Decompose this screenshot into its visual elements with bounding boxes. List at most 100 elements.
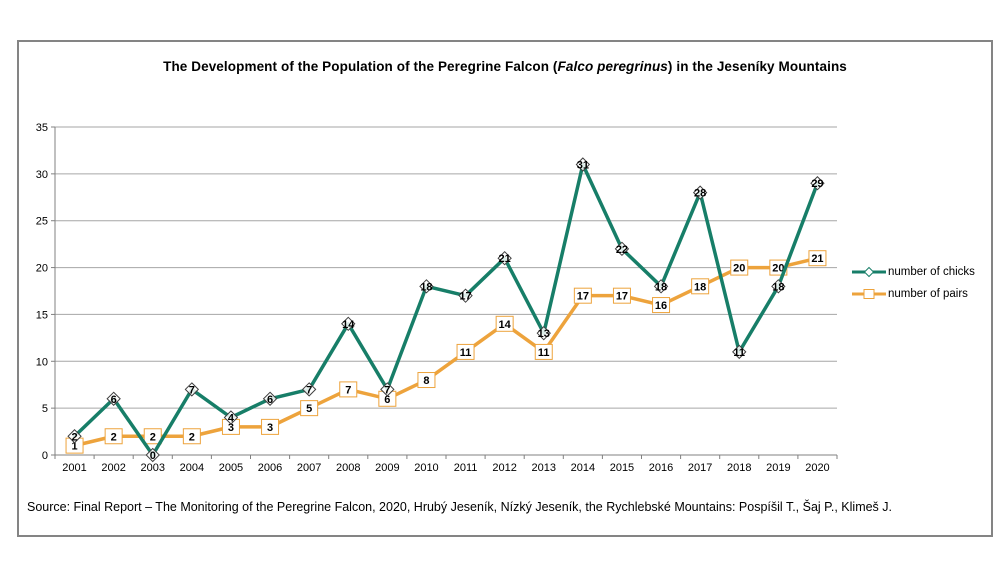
chicks-marker (810, 176, 825, 191)
y-tick-label: 25 (36, 216, 48, 228)
pairs-data-label: 17 (577, 291, 589, 303)
x-tick-label: 2018 (727, 462, 751, 474)
chicks-data-label: 13 (538, 328, 550, 340)
chart-title-latin-name: Falco peregrinus (557, 59, 668, 74)
pairs-data-label: 2 (189, 431, 195, 443)
chicks-data-label: 7 (189, 384, 195, 396)
pairs-data-label: 5 (306, 403, 312, 415)
chicks-marker (184, 382, 200, 397)
chicks-marker (536, 325, 551, 341)
x-tick-label: 2009 (375, 462, 399, 474)
chicks-marker (692, 185, 708, 200)
chart-frame: The Development of the Population of the… (17, 40, 993, 537)
chicks-marker (262, 391, 278, 406)
chicks-data-label: 29 (811, 178, 823, 190)
pairs-marker (104, 428, 123, 445)
y-tick-label: 5 (42, 403, 48, 415)
chicks-marker (771, 279, 786, 294)
x-tick-label: 2016 (649, 462, 673, 474)
chicks-data-label: 14 (342, 319, 355, 331)
x-tick-label: 2002 (101, 462, 125, 474)
chicks-marker (106, 391, 121, 406)
x-tick-label: 2006 (258, 462, 282, 474)
source-note: Source: Final Report – The Monitoring of… (27, 500, 893, 514)
legend: number of chicks number of pairs (851, 266, 975, 300)
x-tick-label: 2008 (336, 462, 360, 474)
chicks-data-label: 18 (655, 281, 667, 293)
chicks-marker (67, 429, 82, 444)
chicks-marker (341, 316, 356, 332)
chart-title-suffix: ) in the Jeseníky Mountains (667, 59, 847, 74)
y-tick-label: 10 (36, 356, 48, 368)
pairs-marker (261, 418, 280, 435)
chicks-marker (145, 447, 160, 463)
pairs-marker (143, 428, 162, 445)
chicks-data-label: 22 (616, 244, 628, 256)
pairs-marker (691, 278, 710, 295)
y-tick-label: 35 (36, 122, 48, 134)
chicks-data-label: 7 (306, 384, 312, 396)
pairs-data-label: 3 (267, 422, 273, 434)
y-tick-label: 20 (36, 263, 48, 275)
pairs-line-sample-icon (852, 289, 886, 299)
chicks-data-label: 0 (150, 450, 156, 462)
chicks-data-label: 31 (577, 159, 589, 171)
pairs-marker (339, 381, 358, 398)
chicks-marker (614, 241, 630, 257)
legend-label-pairs: number of pairs (888, 288, 968, 300)
pairs-data-label: 14 (499, 319, 512, 331)
pairs-marker (534, 343, 553, 360)
chicks-marker (575, 157, 591, 172)
pairs-data-label: 17 (616, 291, 628, 303)
pairs-data-label: 1 (71, 441, 77, 453)
pairs-marker (652, 297, 671, 314)
x-tick-label: 2010 (414, 462, 438, 474)
chicks-data-label: 21 (499, 253, 511, 265)
pairs-marker (612, 287, 631, 304)
chicks-data-label: 4 (228, 413, 235, 425)
x-tick-label: 2003 (141, 462, 165, 474)
pairs-data-label: 11 (538, 347, 550, 359)
chicks-line-sample-icon (852, 266, 886, 278)
chicks-data-label: 28 (694, 188, 706, 200)
chicks-data-label: 7 (384, 384, 390, 396)
chart-title: The Development of the Population of the… (19, 59, 991, 74)
chicks-line (72, 162, 820, 457)
x-tick-label: 2019 (766, 462, 790, 474)
pairs-data-label: 3 (228, 422, 234, 434)
pairs-data-label: 2 (111, 431, 117, 443)
x-tick-label: 2005 (219, 462, 243, 474)
legend-item-pairs: number of pairs (851, 288, 975, 300)
x-tick-label: 2017 (688, 462, 712, 474)
chicks-data-label: 18 (420, 281, 432, 293)
x-tick-label: 2012 (492, 462, 516, 474)
chicks-marker (497, 250, 512, 266)
chicks-data-label: 17 (459, 291, 471, 303)
legend-label-chicks: number of chicks (888, 266, 975, 278)
chicks-data-label: 6 (267, 394, 273, 406)
pairs-marker (182, 428, 201, 445)
chicks-marker (301, 382, 317, 397)
pairs-data-label: 21 (811, 253, 823, 265)
y-tick-label: 30 (36, 169, 48, 181)
pairs-data-label: 16 (655, 300, 667, 312)
pairs-data-label: 18 (694, 281, 706, 293)
x-tick-label: 2007 (297, 462, 321, 474)
chicks-marker (732, 344, 747, 360)
chicks-data-label: 18 (772, 281, 784, 293)
chicks-marker (419, 279, 434, 294)
chicks-data-label: 2 (71, 431, 77, 443)
pairs-marker (456, 343, 475, 360)
x-tick-label: 2011 (454, 462, 478, 474)
chicks-marker (380, 382, 395, 397)
chicks-data-label: 6 (111, 394, 117, 406)
pairs-marker (730, 259, 749, 276)
x-tick-label: 2015 (610, 462, 634, 474)
pairs-marker (300, 400, 319, 417)
pairs-marker (808, 250, 827, 267)
pairs-data-label: 2 (150, 431, 156, 443)
chart-title-text: The Development of the Population of the… (163, 59, 558, 74)
pairs-marker (495, 315, 514, 332)
